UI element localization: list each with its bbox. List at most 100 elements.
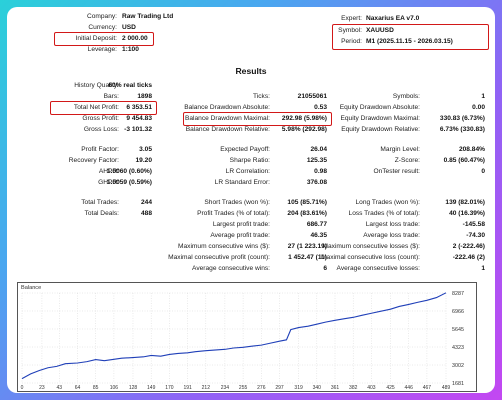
y-tick-label: 6966 xyxy=(452,309,464,315)
deposit-highlight-box xyxy=(54,32,154,46)
zscore-label: Z-Score: xyxy=(394,157,420,164)
y-tick-label: 1681 xyxy=(452,381,464,387)
balance-dd-abs-value: 0.53 xyxy=(314,104,327,111)
balance-dd-rel-value: 5.98% (292.98) xyxy=(281,126,327,133)
period-value: M1 (2025.11.15 - 2026.03.15) xyxy=(366,38,453,45)
gross-loss-label: Gross Loss: xyxy=(83,126,119,133)
leverage-value: 1:100 xyxy=(122,46,139,53)
equity-dd-rel-value: 6.73% (330.83) xyxy=(439,126,485,133)
margin-level-label: Margin Level: xyxy=(380,146,420,153)
y-tick-label: 5645 xyxy=(452,327,464,333)
deposit-label: Initial Deposit: xyxy=(75,35,117,42)
avg-cons-wins-value: 6 xyxy=(323,265,327,272)
largest-profit-label: Largest profit trade: xyxy=(212,221,270,228)
equity-dd-abs-label: Equity Drawdown Absolute: xyxy=(339,104,420,111)
total-deals-label: Total Deals: xyxy=(84,210,119,217)
x-tick-label: 361 xyxy=(331,385,340,391)
x-tick-label: 489 xyxy=(442,385,451,391)
symbols-value: 1 xyxy=(481,93,485,100)
ontester-label: OnTester result: xyxy=(373,168,420,175)
maximal-cons-profit-value: 1 452.47 (11) xyxy=(288,254,327,261)
net-profit-highlight-box xyxy=(50,101,157,115)
equity-dd-max-value: 330.83 (6.73%) xyxy=(439,115,485,122)
symbol-value: XAUUSD xyxy=(366,27,394,34)
total-trades-label: Total Trades: xyxy=(81,199,119,206)
maximal-cons-profit-label: Maximal consecutive profit (count): xyxy=(168,254,270,261)
short-trades-value: 105 (85.71%) xyxy=(287,199,327,206)
largest-profit-value: 686.77 xyxy=(306,221,327,228)
equity-dd-abs-value: 0.00 xyxy=(472,104,485,111)
lr-correlation-value: 0.98 xyxy=(314,168,327,175)
balance-dd-abs-label: Balance Drawdown Absolute: xyxy=(184,104,270,111)
avg-cons-losses-label: Average consecutive losses: xyxy=(336,265,420,272)
equity-dd-rel-label: Equity Drawdown Relative: xyxy=(341,126,420,133)
largest-loss-label: Largest loss trade: xyxy=(365,221,420,228)
balance-series-line xyxy=(21,292,447,380)
ghpr-label: GHPR: xyxy=(98,179,119,186)
x-tick-label: 297 xyxy=(275,385,284,391)
profit-trades-value: 204 (83.61%) xyxy=(287,210,327,217)
net-profit-label: Total Net Profit: xyxy=(73,104,119,111)
deposit-value: 2 000.00 xyxy=(122,35,148,42)
x-tick-label: 467 xyxy=(423,385,432,391)
leverage-label: Leverage: xyxy=(87,46,117,53)
short-trades-label: Short Trades (won %): xyxy=(204,199,270,206)
y-tick-label: 8287 xyxy=(452,291,464,297)
max-cons-losses-label: Maximum consecutive losses ($): xyxy=(322,243,420,250)
x-tick-label: 319 xyxy=(294,385,303,391)
x-tick-label: 382 xyxy=(349,385,358,391)
company-label: Company: xyxy=(86,13,117,20)
avg-cons-wins-label: Average consecutive wins: xyxy=(192,265,270,272)
max-cons-wins-value: 27 (1 223.19) xyxy=(287,243,327,250)
maximal-cons-loss-label: Maximal consecutive loss (count): xyxy=(321,254,420,261)
gross-profit-value: 9 454.83 xyxy=(126,115,152,122)
margin-level-value: 208.84% xyxy=(458,146,485,153)
zscore-value: 0.85 (60.47%) xyxy=(443,157,485,164)
bars-label: Bars: xyxy=(103,93,119,100)
x-tick-label: 64 xyxy=(75,385,81,391)
ticks-value: 21055061 xyxy=(297,93,327,100)
expected-payoff-label: Expected Payoff: xyxy=(220,146,270,153)
x-tick-label: 276 xyxy=(257,385,266,391)
long-trades-label: Long Trades (won %): xyxy=(355,199,420,206)
total-trades-value: 244 xyxy=(140,199,152,206)
x-tick-label: 128 xyxy=(129,385,138,391)
loss-trades-label: Loss Trades (% of total): xyxy=(348,210,420,217)
x-tick-label: 85 xyxy=(93,385,99,391)
sharpe-value: 125.35 xyxy=(306,157,327,164)
avg-loss-value: -74.30 xyxy=(466,232,485,239)
balance-dd-rel-label: Balance Drawdown Relative: xyxy=(185,126,270,133)
symbols-label: Symbols: xyxy=(392,93,420,100)
avg-profit-value: 46.35 xyxy=(310,232,327,239)
x-tick-label: 446 xyxy=(405,385,414,391)
gross-loss-value: -3 101.32 xyxy=(124,126,152,133)
balance-chart-svg: 8287 6966 5645 4323 3002 1681 0 23 43 64 85 106 128 1… xyxy=(21,291,464,391)
expert-label: Expert: xyxy=(341,15,362,22)
x-tick-label: 425 xyxy=(386,385,395,391)
sharpe-label: Sharpe Ratio: xyxy=(229,157,270,164)
currency-label: Currency: xyxy=(88,24,117,31)
long-trades-value: 139 (82.01%) xyxy=(445,199,485,206)
results-title: Results xyxy=(235,66,267,76)
lr-std-error-value: 376.08 xyxy=(306,179,327,186)
profit-trades-label: Profit Trades (% of total): xyxy=(197,210,270,217)
balance-dd-max-highlight-box xyxy=(183,112,332,126)
balance-dd-max-label: Balance Drawdown Maximal: xyxy=(184,115,270,122)
expected-payoff-value: 26.04 xyxy=(310,146,327,153)
avg-cons-losses-value: 1 xyxy=(481,265,485,272)
bars-value: 1898 xyxy=(137,93,152,100)
report-panel: Company: Raw Trading Ltd Currency: USD I… xyxy=(7,7,495,393)
x-tick-label: 255 xyxy=(239,385,248,391)
y-tick-label: 4323 xyxy=(452,345,464,351)
x-tick-label: 212 xyxy=(202,385,211,391)
max-cons-losses-value: 2 (-222.46) xyxy=(452,243,485,250)
ghpr-value: 1.0059 (0.59%) xyxy=(106,179,152,186)
period-label: Period: xyxy=(341,38,362,45)
x-tick-label: 403 xyxy=(367,385,376,391)
lr-correlation-label: LR Correlation: xyxy=(225,168,270,175)
x-tick-label: 340 xyxy=(313,385,322,391)
x-tick-label: 170 xyxy=(165,385,174,391)
recovery-factor-label: Recovery Factor: xyxy=(68,157,119,164)
chart-title: Balance xyxy=(21,285,42,291)
largest-loss-value: -145.58 xyxy=(462,221,485,228)
